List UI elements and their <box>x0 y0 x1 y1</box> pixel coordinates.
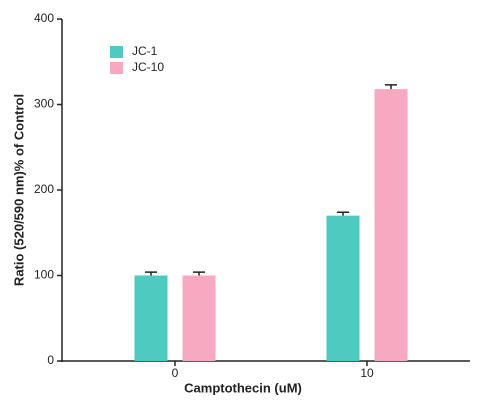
y-tick-label: 300 <box>34 97 54 111</box>
bar <box>134 275 168 361</box>
legend-swatch <box>110 62 123 74</box>
x-tick-label: 0 <box>172 366 179 380</box>
y-axis-label: Ratio (520/590 nm)% of Control <box>11 94 26 286</box>
y-tick-label: 0 <box>47 353 54 367</box>
x-tick-label: 10 <box>360 366 374 380</box>
y-tick-label: 400 <box>34 11 54 25</box>
bar <box>326 215 360 361</box>
legend-swatch <box>110 46 123 58</box>
y-tick-label: 100 <box>34 268 54 282</box>
error-bar <box>193 271 205 276</box>
error-bar <box>385 84 397 90</box>
x-axis-label: Camptothecin (uM) <box>184 380 302 395</box>
legend-label: JC-1 <box>132 44 158 58</box>
bar <box>182 275 216 361</box>
y-tick-label: 200 <box>34 182 54 196</box>
bar <box>374 89 408 362</box>
error-bar <box>145 271 157 276</box>
legend-label: JC-10 <box>132 60 164 74</box>
error-bar <box>337 211 349 216</box>
